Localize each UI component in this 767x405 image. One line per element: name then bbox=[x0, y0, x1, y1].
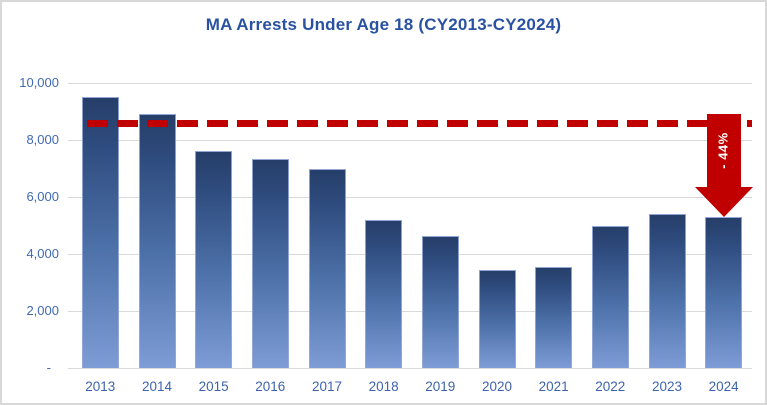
x-axis-tick-label: 2020 bbox=[481, 379, 513, 394]
x-axis-tick-label: 2017 bbox=[311, 379, 343, 394]
x-axis-tick-label: 2021 bbox=[538, 379, 569, 394]
x-axis-tick-label: 2022 bbox=[595, 379, 626, 394]
chart-title: MA Arrests Under Age 18 (CY2013-CY2024) bbox=[205, 15, 562, 34]
bar bbox=[421, 235, 459, 368]
x-axis-tick-label: 2013 bbox=[85, 379, 116, 394]
x-axis-tick-label: 2016 bbox=[255, 379, 286, 394]
bar bbox=[535, 266, 573, 368]
x-axis-tick-label: 2023 bbox=[651, 379, 683, 394]
decrease-arrow-label: - 44% bbox=[716, 132, 732, 169]
bar bbox=[251, 158, 289, 368]
y-axis-tick-label: 8,000 bbox=[26, 132, 59, 147]
gridline bbox=[68, 368, 752, 369]
bar bbox=[705, 216, 743, 368]
bar bbox=[478, 269, 516, 368]
x-axis-tick-label: 2014 bbox=[141, 379, 173, 394]
y-axis-tick-label: 10,000 bbox=[19, 75, 59, 90]
gridline bbox=[68, 311, 752, 312]
bar bbox=[591, 225, 629, 368]
x-axis-tick-label: 2018 bbox=[368, 379, 399, 394]
gridline bbox=[68, 254, 752, 255]
decrease-arrow-head bbox=[694, 187, 753, 217]
decrease-arrow: - 44% bbox=[706, 114, 741, 187]
bar bbox=[138, 114, 176, 368]
y-axis-tick-label: 2,000 bbox=[26, 303, 59, 318]
gridline bbox=[68, 197, 752, 198]
x-axis-tick-label: 2024 bbox=[708, 379, 739, 394]
y-axis-tick-label: 4,000 bbox=[26, 246, 59, 261]
gridline bbox=[68, 140, 752, 141]
y-axis-tick-label: 6,000 bbox=[26, 189, 59, 204]
bar bbox=[648, 214, 686, 368]
reference-line bbox=[87, 120, 752, 127]
y-axis-tick-label: - bbox=[46, 360, 51, 375]
gridline bbox=[68, 83, 752, 84]
bar bbox=[195, 151, 233, 368]
bar bbox=[81, 97, 119, 369]
x-axis-tick-label: 2015 bbox=[198, 379, 229, 394]
bar bbox=[308, 168, 346, 368]
bar bbox=[365, 219, 403, 368]
x-axis-tick-label: 2019 bbox=[425, 379, 456, 394]
